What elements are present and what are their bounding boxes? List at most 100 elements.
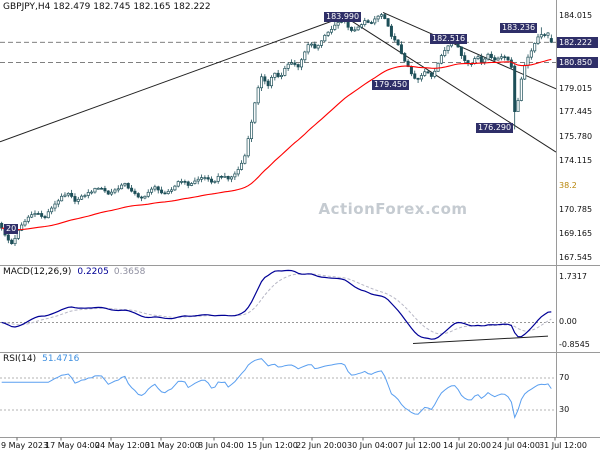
- candle-body: [389, 25, 393, 37]
- candle-body: [436, 62, 440, 72]
- candle-body: [63, 194, 67, 197]
- candle-body: [136, 193, 140, 198]
- candle-body: [276, 72, 280, 77]
- candle-body: [349, 26, 353, 31]
- candle-body: [40, 213, 44, 217]
- candle-body: [506, 56, 510, 61]
- candle-body: [369, 22, 373, 24]
- candle-body: [419, 75, 423, 80]
- candle-body: [426, 71, 430, 74]
- candle-body: [226, 176, 230, 180]
- trendline[interactable]: [0, 13, 353, 143]
- candle-body: [133, 190, 137, 194]
- candle-body: [319, 40, 323, 46]
- candle-body: [399, 44, 403, 54]
- candle-body: [323, 35, 327, 42]
- candle-body: [243, 155, 247, 164]
- candle-body: [293, 62, 297, 65]
- candle-body: [429, 72, 433, 77]
- candle-body: [519, 78, 523, 101]
- candle-body: [356, 26, 360, 31]
- candle-body: [180, 181, 184, 183]
- candle-body: [326, 31, 330, 36]
- candle-body: [10, 239, 14, 245]
- candle-body: [236, 169, 240, 175]
- candle-body: [240, 162, 244, 170]
- candle-body: [523, 64, 527, 80]
- candle-body: [489, 53, 493, 58]
- candle-body: [20, 224, 24, 231]
- candle-body: [186, 181, 190, 186]
- candle-body: [329, 29, 333, 33]
- candle-body: [190, 183, 194, 186]
- candle-body: [513, 65, 517, 112]
- watermark-text: ActionForex.com: [318, 200, 468, 218]
- trendline[interactable]: [382, 11, 557, 90]
- candle-body: [416, 78, 420, 80]
- candle-body: [386, 18, 390, 27]
- candle-body: [363, 20, 367, 25]
- candle-body: [483, 58, 487, 63]
- candle-body: [246, 138, 250, 157]
- candle-body: [313, 43, 317, 49]
- candle-body: [503, 56, 507, 59]
- candle-body: [496, 57, 500, 61]
- macd-trendline[interactable]: [412, 335, 549, 345]
- candle-body: [123, 183, 127, 186]
- candle-body: [220, 175, 224, 178]
- candle-body: [116, 188, 120, 191]
- candle-body: [509, 59, 513, 68]
- candle-body: [150, 188, 154, 193]
- candle-body: [30, 214, 34, 218]
- candle-body: [230, 176, 234, 180]
- candle-body: [359, 24, 363, 28]
- candle-body: [343, 20, 347, 22]
- candle-body: [376, 15, 380, 20]
- candle-body: [456, 41, 460, 48]
- candle-body: [3, 227, 7, 236]
- candle-body: [516, 100, 520, 112]
- candle-body: [46, 211, 50, 219]
- candle-body: [289, 62, 293, 65]
- candle-body: [233, 173, 237, 178]
- candle-body: [160, 189, 164, 194]
- candle-body: [463, 55, 467, 61]
- candle-body: [200, 177, 204, 180]
- candle-body: [96, 187, 100, 190]
- candle-body: [446, 45, 450, 51]
- candle-body: [493, 57, 497, 61]
- candle-body: [346, 21, 350, 28]
- candle-body: [546, 32, 550, 36]
- candle-body: [476, 56, 480, 59]
- candle-body: [366, 20, 370, 23]
- candle-body: [499, 56, 503, 59]
- candle-body: [409, 66, 413, 75]
- moving-average-line[interactable]: [1, 58, 552, 231]
- candle-body: [286, 63, 290, 69]
- candle-body: [413, 73, 417, 79]
- trendline[interactable]: [344, 16, 557, 153]
- candle-body: [56, 200, 60, 205]
- candle-body: [163, 192, 167, 195]
- candle-body: [106, 190, 110, 195]
- candle-body: [459, 46, 463, 56]
- candle-body: [153, 186, 157, 190]
- candle-body: [479, 56, 483, 63]
- candle-body: [13, 238, 17, 245]
- candle-body: [403, 53, 407, 62]
- candlestick-series[interactable]: [0, 12, 553, 246]
- candle-body: [16, 230, 20, 239]
- candle-body: [53, 203, 57, 209]
- candle-body: [526, 56, 530, 66]
- candle-body: [213, 180, 217, 183]
- candle-body: [433, 70, 437, 77]
- candle-body: [316, 45, 320, 49]
- candle-body: [206, 177, 210, 180]
- candle-body: [76, 198, 80, 202]
- macd-main-line: [1, 269, 552, 340]
- candle-body: [453, 41, 457, 44]
- candle-body: [156, 186, 160, 191]
- candle-body: [183, 181, 187, 183]
